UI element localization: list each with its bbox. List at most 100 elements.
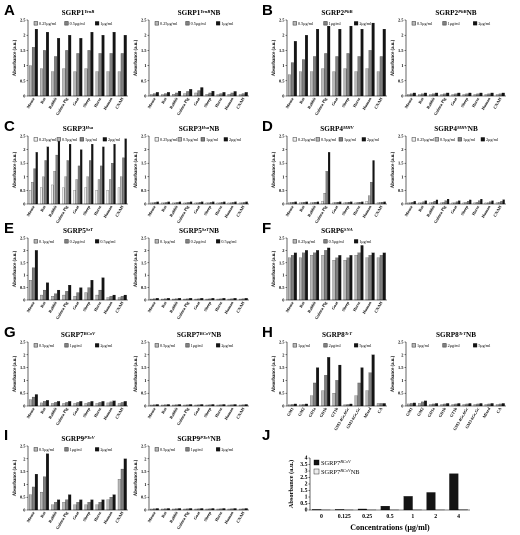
legend-swatch (216, 343, 221, 348)
bar-s3-c6 (468, 403, 472, 407)
bar-s2-c6 (86, 176, 89, 205)
bar-s4-c7 (361, 201, 364, 205)
chart-b1: SGRP2PltB Absorbance (a.u.) 0 0.5 1 1.5 2 2.5 Mo… (272, 9, 387, 116)
bar-s4-c2 (167, 201, 170, 205)
y-axis-label: Absorbance (a.u.) (13, 250, 18, 287)
legend-label: 0.5μg/ml (183, 137, 199, 142)
x-tick-label: Rabbit (306, 96, 317, 110)
bar-s4-c1 (413, 201, 416, 205)
bar-s1-c7 (354, 71, 358, 97)
bar-s2-c6 (346, 257, 350, 301)
bar-s4-c3 (316, 201, 320, 205)
bar-s3-c8 (490, 403, 494, 407)
bar-s3-c6 (349, 25, 353, 97)
bar-s3-c5 (77, 165, 81, 205)
x-tick-label: Sheep (81, 204, 91, 216)
bar-s3-c3 (57, 499, 61, 511)
bar-s2-c6 (87, 287, 91, 301)
bar-s4-c7 (223, 201, 226, 205)
x-tick-label: Horse (214, 406, 224, 418)
bar-s3-c4 (327, 357, 331, 407)
y-tick-label: 2.5 (20, 340, 26, 345)
chart-title: SGRP4MHVNB (434, 125, 478, 134)
chart-title-main: SGRP5 (179, 227, 202, 235)
y-tick-label: 3 (305, 469, 308, 475)
chart-title-sup: PltB (458, 9, 466, 14)
bar-s2-c2 (302, 59, 305, 97)
legend-swatch (292, 343, 297, 348)
y-tick-label: 0.5 (20, 188, 26, 193)
bar-s3-c4 (66, 160, 69, 205)
bar-s2-c8 (487, 93, 491, 97)
y-tick-label: 1.5 (300, 488, 307, 494)
legend-swatch (64, 447, 69, 452)
chart-title: SGRP3HsaNB (179, 125, 220, 134)
legend-label: 0.25μg/ml (298, 239, 316, 244)
legend-label: 1μg/ml (70, 343, 83, 348)
y-tick-label: 0.5 (141, 78, 147, 83)
bar-s3-c9 (123, 35, 127, 97)
chart-title: SGRP5SzTNB (179, 227, 219, 236)
legend-swatch (95, 239, 100, 244)
y-tick-label: 0.5 (300, 501, 307, 507)
legend-label: 1μg/ml (448, 21, 461, 26)
x-tick-label: 0.25 (362, 514, 372, 520)
y-tick-label: 1.5 (20, 260, 26, 265)
bar-s1-c5 (332, 71, 336, 97)
legend-swatch (442, 343, 447, 348)
bar-s2-c3 (432, 403, 436, 407)
bar-s2-c5 (454, 403, 458, 407)
x-tick-label: Goat (71, 204, 80, 215)
bar-s2-c4 (65, 50, 69, 97)
x-tick-label: Mouse (403, 204, 413, 217)
bar-s3-c5 (200, 87, 204, 97)
legend-label: 1μg/ml (191, 343, 204, 348)
bar-s2-c5 (76, 292, 80, 301)
legend-swatch (56, 137, 61, 142)
chart-title-sup: TcT (459, 331, 466, 336)
x-tick-label: Sheep (340, 96, 350, 108)
x-tick-label: CNAH (373, 204, 384, 218)
bar-s2-c2 (42, 176, 45, 205)
bar-s4-c8 (234, 201, 237, 205)
legend-label: 2μg/ml (486, 137, 499, 142)
x-tick-label: CNAH (235, 96, 246, 110)
y-tick-label: 2.5 (398, 18, 404, 23)
legend-label: 1μg/ml (100, 21, 113, 26)
bar-s3-c5 (338, 255, 342, 301)
x-tick-label: Mouse (146, 406, 156, 419)
x-tick-label: Goat (330, 96, 339, 107)
bar-s3-c8 (489, 201, 492, 205)
y-tick-label: 0.5 (141, 285, 147, 290)
y-tick-label: 2 (282, 352, 284, 357)
x-tick-label: Sheep (459, 96, 469, 108)
legend-swatch (480, 137, 485, 142)
y-tick-label: 2.5 (300, 475, 307, 481)
legend-label: 5μg/ml (359, 343, 372, 348)
x-tick-label: Mouse (25, 204, 35, 217)
bar-s3-c5 (79, 38, 83, 97)
bar-s1-c9 (117, 479, 121, 511)
bar-s1-c1 (288, 257, 291, 301)
legend-swatch (33, 21, 38, 26)
chart-c1: SGRP3Hsa Absorbance (a.u.) 0 0.5 1 1.5 2 2.5 Mou… (13, 125, 128, 224)
bar-s2-c9 (120, 176, 123, 205)
y-tick-label: 0 (23, 202, 26, 207)
chart-e1: SGRP5SzT Absorbance (a.u.) 0 0.5 1 1.5 2 2.5 Mou… (13, 227, 128, 320)
bar-s4-c9 (383, 201, 386, 205)
bar-s3-c5 (79, 287, 83, 301)
bar-s3-c9 (123, 458, 127, 511)
bar-s2-c2 (164, 93, 167, 97)
y-tick-label: 0 (282, 202, 285, 207)
bar-s3-c4 (446, 92, 450, 97)
x-tick-label: CA (495, 407, 502, 415)
legend-swatch (361, 137, 366, 142)
y-tick-label: 2.5 (279, 18, 285, 23)
chart-title-main: SGRP9 (177, 435, 200, 443)
legend-swatch (200, 137, 205, 142)
y-tick-label: 1.5 (20, 48, 26, 53)
legend-swatch (354, 239, 359, 244)
chart-title-main: SGRP8 (322, 331, 345, 339)
x-tick-label: Rat (39, 510, 47, 519)
bar-s1-c1 (29, 399, 32, 407)
